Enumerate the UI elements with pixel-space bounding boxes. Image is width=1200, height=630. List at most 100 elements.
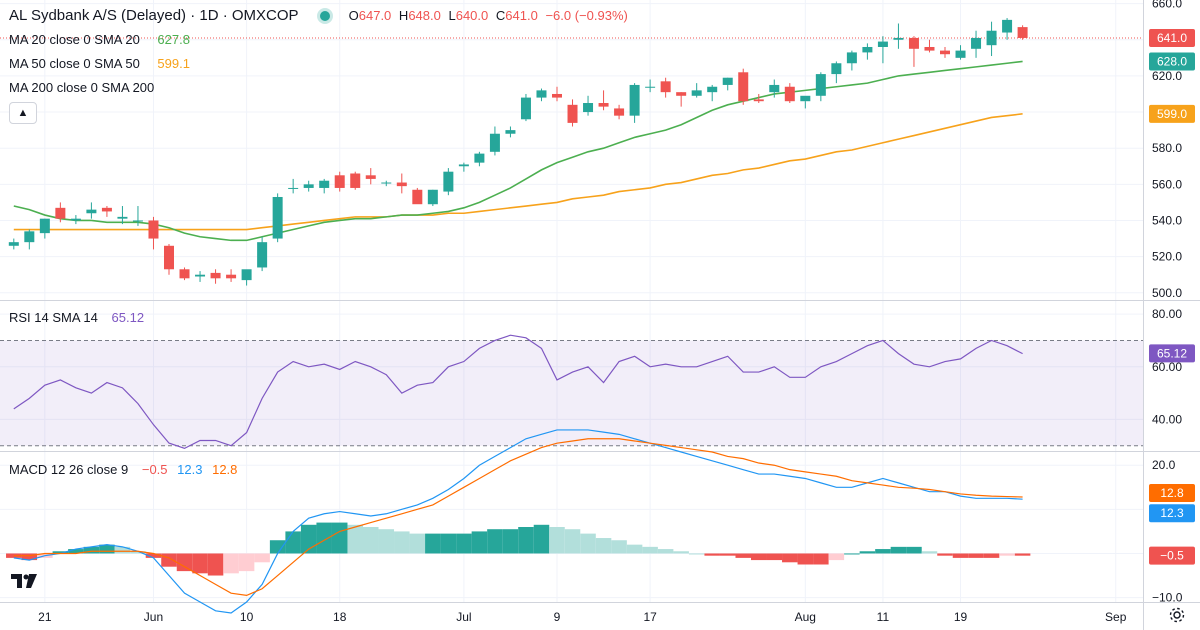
price-badge [1149, 28, 1195, 47]
macd-label: MACD 12 26 close 9 [9, 462, 129, 477]
close-value: 641.0 [505, 8, 538, 23]
candle-body [831, 63, 842, 75]
macd-histogram-bar [347, 524, 363, 554]
candle-body [520, 97, 531, 120]
close-label: C [495, 8, 506, 23]
macd-histogram-bar [766, 553, 783, 561]
rsi-value: 65.12 [111, 310, 145, 325]
candle-body [722, 77, 733, 85]
time-axis-tick-label: 21 [38, 610, 52, 624]
candle-body [474, 153, 485, 163]
candle-body [707, 86, 718, 93]
candle-body [70, 218, 81, 221]
candle-body [117, 216, 128, 219]
price-axis-tick-label: 620.0 [1152, 69, 1182, 83]
rsi-badge-label: 65.12 [1157, 346, 1187, 360]
candle-body [567, 104, 578, 123]
collapse-legend-button[interactable]: ▲ [9, 102, 37, 124]
candle-body [272, 196, 283, 239]
macd-histogram-bar [782, 553, 798, 563]
candle-body [877, 41, 888, 47]
symbol-title[interactable]: AL Sydbank A/S (Delayed) · 1D · OMXCOP [9, 7, 299, 24]
time-axis-tick-label: 18 [333, 610, 347, 624]
candle-body [458, 164, 469, 167]
candle-body [226, 274, 237, 279]
macd-histogram-bar [21, 553, 38, 561]
candle-body [660, 81, 671, 93]
ma20-label: MA 20 close 0 SMA 20 [9, 32, 140, 47]
time-axis-tick-label: 11 [877, 610, 890, 624]
ma200-legend[interactable]: MA 200 close 0 SMA 200 [9, 80, 154, 96]
change-value: −6.0 (−0.93%) [545, 8, 628, 23]
ma50-legend[interactable]: MA 50 close 0 SMA 50 599.1 [9, 56, 190, 72]
price-axis-tick-label: 500.0 [1152, 286, 1182, 300]
candle-body [412, 189, 423, 205]
candle-body [986, 30, 997, 46]
macd-histogram-bar [471, 531, 488, 554]
market-status-icon [320, 11, 331, 22]
candle-body [86, 209, 97, 214]
time-axis-tick-label: 9 [554, 610, 561, 624]
candle-body [784, 86, 795, 102]
candle-body [738, 72, 749, 102]
candle-body [381, 182, 392, 184]
macd-legend[interactable]: MACD 12 26 close 9 −0.5 12.3 12.8 [9, 462, 237, 478]
price-axis-tick-label: 660.0 [1152, 0, 1182, 11]
candle-body [132, 220, 143, 222]
candle-body [443, 171, 454, 192]
macd-histogram-bar [968, 553, 984, 558]
ma50-line [13, 113, 1023, 231]
time-axis-tick-label: 17 [643, 610, 657, 624]
candle-body [350, 173, 361, 188]
price-axis-tick-label: 540.0 [1152, 213, 1182, 227]
macd-histogram-bar [114, 546, 131, 554]
candle-body [396, 182, 407, 187]
macd-histogram-bar [130, 551, 146, 554]
candle-body [552, 93, 562, 98]
macd-histogram-bar [363, 527, 379, 554]
candle-body [505, 130, 516, 134]
macd-histogram-bar [99, 544, 115, 554]
candle-body [101, 207, 112, 212]
candle-body [815, 74, 826, 96]
gear-icon[interactable] [1168, 606, 1186, 624]
candle-body [893, 37, 904, 40]
candle-body [629, 84, 640, 116]
rsi-badge [1149, 344, 1195, 363]
candle-body [55, 207, 66, 219]
macd-histogram-bar [52, 551, 69, 554]
macd-histogram-bar [751, 553, 767, 561]
macd-histogram-bar [595, 538, 612, 554]
time-axis-tick-label: 19 [954, 610, 968, 624]
macd-histogram-bar [952, 553, 969, 558]
candle-body [195, 274, 206, 277]
candle-body [908, 37, 919, 49]
time-axis-tick-label: Jul [456, 610, 471, 624]
candle-body [1017, 27, 1028, 38]
candle-body [148, 220, 159, 239]
rsi-legend[interactable]: RSI 14 SMA 14 65.12 [9, 310, 144, 326]
macd-histogram-bar [316, 522, 332, 554]
price-badge-label: 628.0 [1157, 54, 1187, 68]
ma20-legend[interactable]: MA 20 close 0 SMA 20 627.8 [9, 32, 190, 48]
macd-histogram-bar [487, 529, 503, 554]
price-badge-label: 641.0 [1157, 31, 1187, 45]
macd-histogram-bar [844, 553, 860, 555]
time-axis-tick-label: Sep [1105, 610, 1127, 624]
rsi-band [0, 340, 1143, 446]
macd-histogram-bar [533, 524, 550, 554]
tradingview-logo[interactable] [8, 570, 40, 592]
macd-histogram-bar [704, 553, 720, 556]
macd-histogram-bar [518, 527, 534, 554]
candle-body [614, 108, 625, 116]
candle-body [924, 46, 935, 51]
candle-body [1002, 19, 1013, 33]
candle-body [598, 103, 609, 107]
macd-histogram-bar [394, 531, 410, 554]
macd-line [13, 429, 1023, 614]
candle-body [365, 175, 376, 179]
ma200-label: MA 200 close 0 SMA 200 [9, 80, 155, 95]
candle-body [940, 50, 950, 55]
macd-histogram-bar [580, 533, 596, 554]
